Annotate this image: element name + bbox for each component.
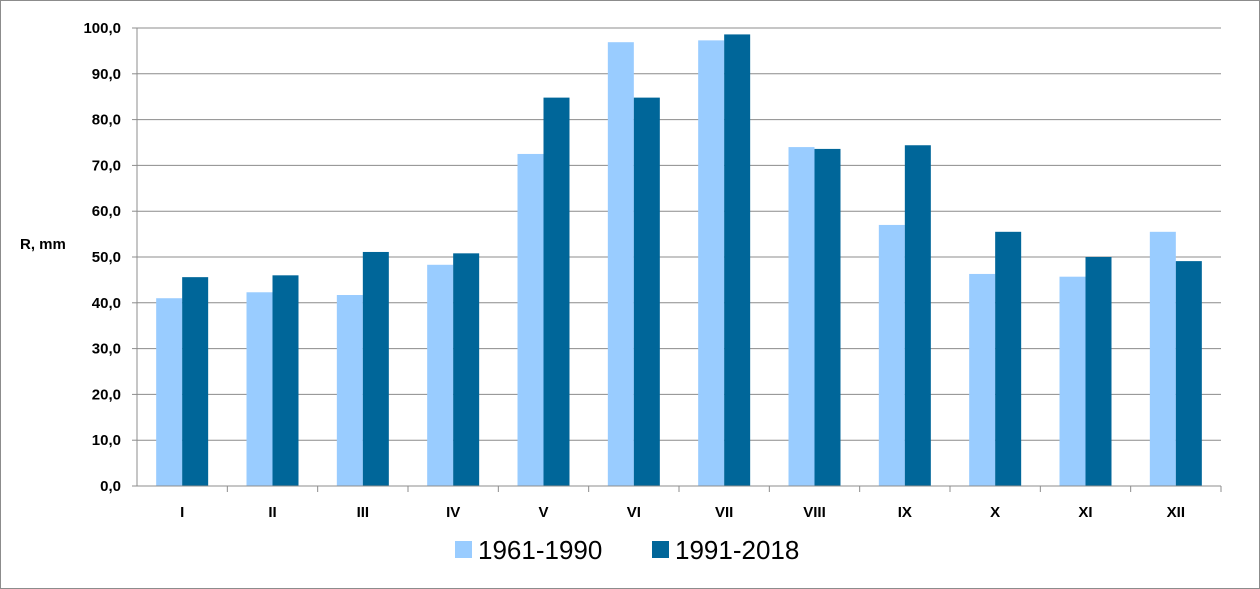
bar-1961-1990-V <box>517 153 544 486</box>
legend-label: 1961-1990 <box>478 535 602 565</box>
bar-1991-2018-VI <box>633 97 660 486</box>
bar-1991-2018-III <box>362 251 389 486</box>
legend-swatch <box>652 541 669 558</box>
y-tick-label: 40,0 <box>92 295 121 312</box>
bar-1961-1990-IX <box>878 224 905 486</box>
y-tick-label: 20,0 <box>92 386 121 403</box>
y-axis-title: R, mm <box>20 236 66 253</box>
y-tick-label: 50,0 <box>92 249 121 266</box>
bar-1961-1990-X <box>969 273 996 486</box>
y-tick-label: 0,0 <box>100 478 121 495</box>
bar-1961-1990-VI <box>607 42 634 486</box>
bar-1961-1990-VII <box>698 40 725 487</box>
y-tick-label: 80,0 <box>92 112 121 129</box>
bar-1991-2018-I <box>182 277 209 486</box>
x-tick-label: IV <box>446 504 460 521</box>
y-axis-ticks: 0,0 10,0 20,0 30,0 40,0 50,0 60,0 70,0 80,0 90,0 1… <box>83 20 137 495</box>
bar-1991-2018-VIII <box>814 148 841 487</box>
bar-1991-2018-X <box>995 231 1022 486</box>
legend-swatch <box>455 541 472 558</box>
bar-1991-2018-XII <box>1175 261 1202 486</box>
bar-1991-2018-IV <box>453 253 480 486</box>
x-tick-label: III <box>357 504 370 521</box>
x-tick-label: VII <box>715 504 733 521</box>
bar-1991-2018-V <box>543 97 570 486</box>
y-tick-label: 70,0 <box>92 157 121 174</box>
bar-1961-1990-XI <box>1059 276 1086 486</box>
legend-label: 1991-2018 <box>675 535 799 565</box>
bar-1991-2018-XI <box>1085 257 1112 486</box>
bar-1961-1990-VIII <box>788 147 815 486</box>
y-tick-label: 30,0 <box>92 341 121 358</box>
x-tick-label: V <box>538 504 548 521</box>
gridlines <box>137 27 1221 441</box>
bar-1961-1990-III <box>336 295 363 486</box>
bar-1961-1990-XII <box>1149 231 1176 486</box>
x-tick-label: I <box>180 504 184 521</box>
x-tick-label: XII <box>1167 504 1185 521</box>
x-tick-label: XI <box>1078 504 1092 521</box>
y-tick-label: 60,0 <box>92 203 121 220</box>
x-tick-label: X <box>990 504 1000 521</box>
legend: 1961-1990 1991-2018 <box>455 535 799 565</box>
x-tick-label: IX <box>898 504 912 521</box>
x-tick-label: II <box>268 504 276 521</box>
x-tick-label: VIII <box>803 504 826 521</box>
x-tick-label: VI <box>627 504 641 521</box>
y-tick-label: 90,0 <box>92 66 121 83</box>
bar-1961-1990-IV <box>427 264 454 486</box>
y-tick-label: 10,0 <box>92 432 121 449</box>
bar-1991-2018-IX <box>904 145 931 487</box>
y-tick-label: 100,0 <box>83 20 121 37</box>
bar-1991-2018-II <box>272 275 299 486</box>
bar-1961-1990-I <box>156 298 183 486</box>
bar-1991-2018-VII <box>724 34 751 487</box>
bars <box>156 34 1202 487</box>
x-axis-ticks: I II III IV V VI VII VIII IX X XI XII <box>180 486 1222 521</box>
bar-1961-1990-II <box>246 292 273 486</box>
